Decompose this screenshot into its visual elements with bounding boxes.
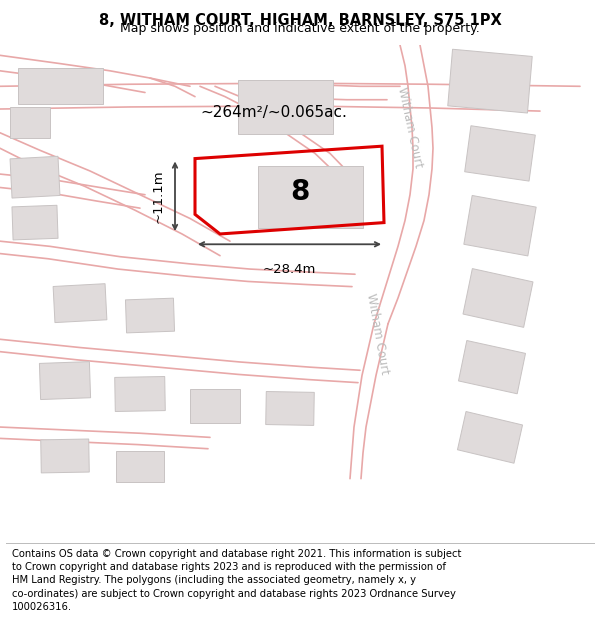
Polygon shape [40,362,91,399]
Polygon shape [53,284,107,322]
Polygon shape [464,126,535,181]
Text: ~28.4m: ~28.4m [263,263,316,276]
Polygon shape [257,166,362,228]
Polygon shape [10,156,60,198]
Polygon shape [457,411,523,463]
Text: 8: 8 [290,177,310,206]
Text: ~11.1m: ~11.1m [152,169,165,223]
Polygon shape [266,391,314,426]
Polygon shape [41,439,89,473]
Polygon shape [190,389,240,423]
Polygon shape [12,205,58,240]
Text: Contains OS data © Crown copyright and database right 2021. This information is : Contains OS data © Crown copyright and d… [12,549,461,612]
Polygon shape [458,341,526,394]
Text: 8, WITHAM COURT, HIGHAM, BARNSLEY, S75 1PX: 8, WITHAM COURT, HIGHAM, BARNSLEY, S75 1… [98,12,502,28]
Text: Witham Court: Witham Court [364,292,392,376]
Text: ~264m²/~0.065ac.: ~264m²/~0.065ac. [200,104,347,119]
Polygon shape [10,107,50,138]
Polygon shape [464,196,536,256]
Polygon shape [463,269,533,328]
Text: Map shows position and indicative extent of the property.: Map shows position and indicative extent… [120,22,480,35]
Polygon shape [238,80,332,134]
Polygon shape [448,49,532,113]
Polygon shape [17,68,103,104]
Text: Witham Court: Witham Court [395,86,425,169]
Polygon shape [115,376,165,411]
Polygon shape [116,451,164,482]
Polygon shape [125,298,175,333]
